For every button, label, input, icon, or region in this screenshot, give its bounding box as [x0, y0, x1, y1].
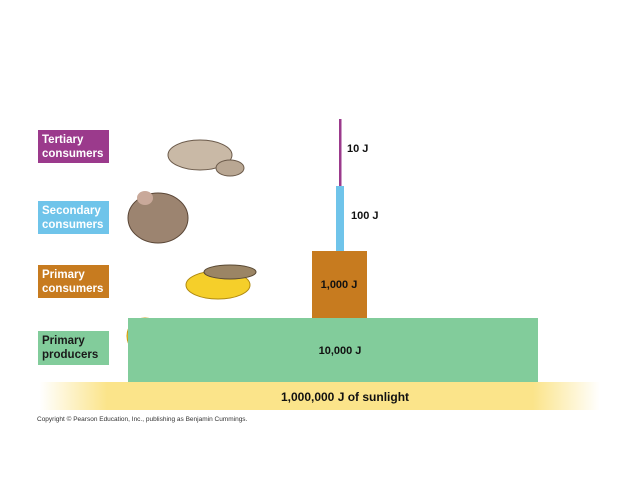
level-label: Tertiary consumers [38, 130, 109, 163]
energy-label: 10,000 J [319, 345, 362, 357]
label-line: Secondary [42, 205, 101, 217]
sunlight-label: 1,000,000 J of sunlight [281, 390, 409, 404]
sunlight-band [40, 382, 600, 410]
level-label: Primary consumers [38, 265, 109, 298]
snake-illustration [167, 139, 245, 177]
producers-bar [128, 318, 538, 382]
grasshopper-illustration [185, 264, 257, 300]
level-label: Primary producers [38, 331, 109, 365]
mouse-illustration [127, 191, 189, 244]
copyright: Copyright © Pearson Education, Inc., pub… [37, 415, 248, 423]
tertiary-consumers-bar [339, 119, 342, 186]
label-line: consumers [42, 148, 103, 160]
energy-label: 100 J [351, 210, 379, 222]
label-line: Primary [42, 269, 85, 281]
energy-label: 10 J [347, 143, 368, 155]
label-line: consumers [42, 219, 103, 231]
primary-consumers-bar [312, 251, 367, 318]
secondary-consumers-bar [336, 186, 344, 251]
label-line: Primary [42, 335, 85, 347]
level-label: Secondary consumers [38, 201, 109, 234]
label-line: producers [42, 349, 98, 361]
label-line: consumers [42, 283, 103, 295]
energy-label: 1,000 J [321, 279, 358, 291]
label-line: Tertiary [42, 134, 84, 146]
